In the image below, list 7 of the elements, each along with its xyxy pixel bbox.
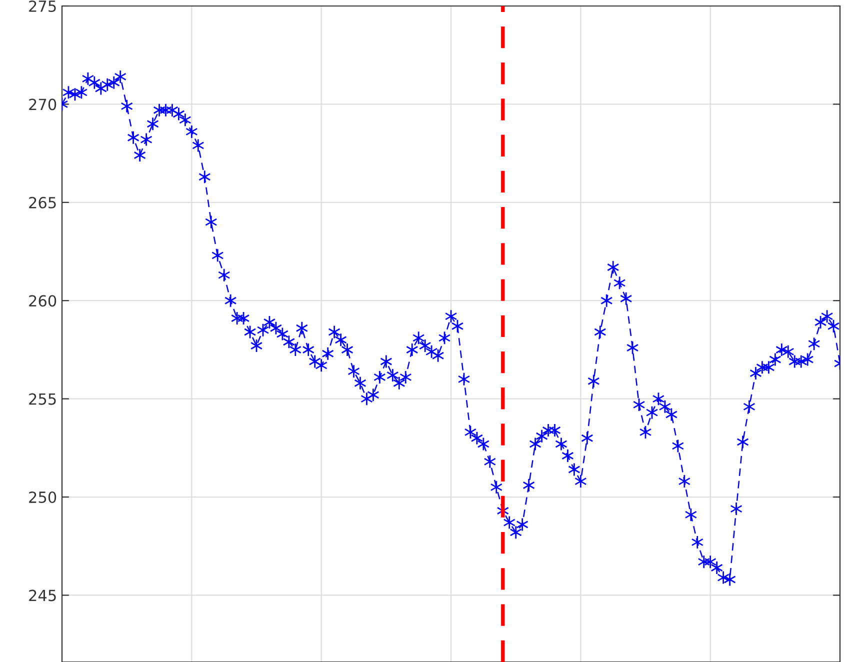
y-tick-label: 255 (29, 393, 56, 405)
y-tick-label: 265 (29, 196, 56, 208)
y-tick-label: 245 (29, 590, 56, 602)
y-tick-label: 275 (29, 0, 56, 12)
y-tick-label: 260 (29, 295, 56, 307)
y-tick-label: 270 (29, 98, 56, 110)
y-tick-label: 250 (29, 491, 56, 504)
